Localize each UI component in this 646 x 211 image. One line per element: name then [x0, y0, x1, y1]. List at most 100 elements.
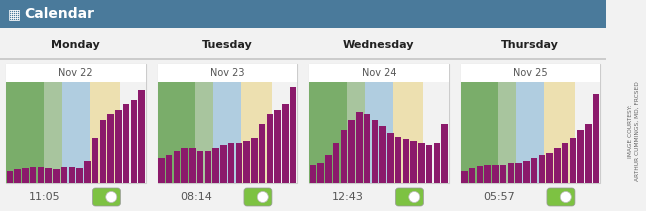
Bar [364, 114, 370, 183]
Bar [138, 90, 145, 183]
FancyBboxPatch shape [244, 188, 272, 206]
Bar [30, 167, 36, 183]
Circle shape [560, 191, 571, 203]
Bar [251, 138, 258, 183]
Bar [275, 110, 281, 183]
Bar [76, 168, 83, 183]
Bar [123, 104, 129, 183]
Bar [356, 112, 362, 183]
Bar [461, 64, 600, 82]
Bar [387, 133, 393, 183]
Text: 12:43: 12:43 [332, 192, 364, 202]
Bar [205, 151, 211, 183]
Bar [158, 64, 297, 82]
Text: 08:14: 08:14 [181, 192, 213, 202]
Bar [433, 143, 440, 183]
Bar [0, 0, 606, 28]
Bar [166, 155, 172, 183]
Bar [236, 143, 242, 183]
Bar [22, 168, 28, 183]
Text: Tuesday: Tuesday [202, 40, 253, 50]
Bar [461, 171, 468, 183]
Bar [0, 32, 606, 58]
Bar [516, 163, 522, 183]
Bar [340, 130, 347, 183]
Bar [213, 148, 219, 183]
Bar [158, 82, 195, 183]
FancyBboxPatch shape [547, 188, 575, 206]
Bar [158, 64, 297, 183]
Bar [418, 143, 424, 183]
Text: Nov 23: Nov 23 [210, 68, 244, 78]
Bar [395, 137, 401, 183]
Bar [325, 155, 331, 183]
Bar [37, 167, 44, 183]
Text: Nov 22: Nov 22 [58, 68, 93, 78]
Bar [317, 163, 324, 183]
Bar [575, 82, 600, 183]
Bar [220, 145, 227, 183]
Bar [477, 166, 483, 183]
Text: Calendar: Calendar [24, 7, 94, 21]
Bar [402, 139, 409, 183]
Bar [498, 82, 516, 183]
Bar [469, 168, 475, 183]
Bar [309, 82, 347, 183]
Text: Monday: Monday [52, 40, 100, 50]
Bar [189, 148, 196, 183]
Text: 11:05: 11:05 [29, 192, 61, 202]
FancyBboxPatch shape [92, 188, 120, 206]
Bar [282, 104, 289, 183]
Circle shape [409, 191, 420, 203]
Bar [92, 138, 98, 183]
Bar [61, 167, 67, 183]
Bar [107, 114, 114, 183]
Bar [174, 151, 180, 183]
Bar [500, 165, 506, 183]
Bar [14, 169, 21, 183]
Text: Nov 25: Nov 25 [513, 68, 548, 78]
Bar [461, 82, 498, 183]
Bar [365, 82, 393, 183]
Bar [130, 100, 137, 183]
Bar [182, 148, 188, 183]
Bar [45, 168, 52, 183]
Bar [53, 169, 59, 183]
Bar [44, 82, 62, 183]
Bar [120, 82, 145, 183]
Bar [348, 120, 355, 183]
Bar [259, 124, 266, 183]
Bar [90, 82, 120, 183]
Bar [290, 87, 297, 183]
Bar [228, 143, 234, 183]
Bar [371, 120, 378, 183]
Bar [333, 143, 339, 183]
Bar [516, 82, 544, 183]
Bar [547, 153, 553, 183]
Bar [410, 141, 417, 183]
Text: Wednesday: Wednesday [343, 40, 415, 50]
Text: ▦: ▦ [8, 7, 21, 21]
Bar [593, 94, 599, 183]
Bar [544, 82, 575, 183]
Bar [393, 82, 423, 183]
Bar [197, 151, 203, 183]
Bar [244, 141, 250, 183]
Bar [578, 130, 584, 183]
Text: Nov 24: Nov 24 [362, 68, 396, 78]
Bar [84, 161, 90, 183]
Bar [6, 64, 145, 82]
Bar [309, 64, 448, 183]
Bar [158, 158, 165, 183]
Bar [213, 82, 241, 183]
FancyBboxPatch shape [395, 188, 423, 206]
Bar [531, 158, 537, 183]
Circle shape [106, 191, 117, 203]
Bar [379, 126, 386, 183]
Bar [523, 161, 530, 183]
Text: IMAGE COURTESY:
ARTHUR CUMMINGS, MD, FRCSED: IMAGE COURTESY: ARTHUR CUMMINGS, MD, FRC… [628, 81, 640, 181]
Bar [0, 58, 606, 60]
Bar [6, 171, 13, 183]
Bar [570, 138, 576, 183]
Bar [241, 82, 272, 183]
